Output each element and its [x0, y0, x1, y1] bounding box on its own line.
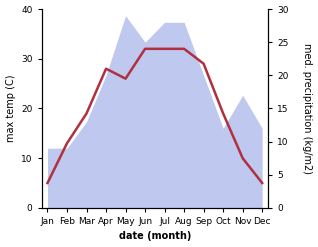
- X-axis label: date (month): date (month): [119, 231, 191, 242]
- Y-axis label: max temp (C): max temp (C): [5, 75, 16, 142]
- Y-axis label: med. precipitation (kg/m2): med. precipitation (kg/m2): [302, 43, 313, 174]
